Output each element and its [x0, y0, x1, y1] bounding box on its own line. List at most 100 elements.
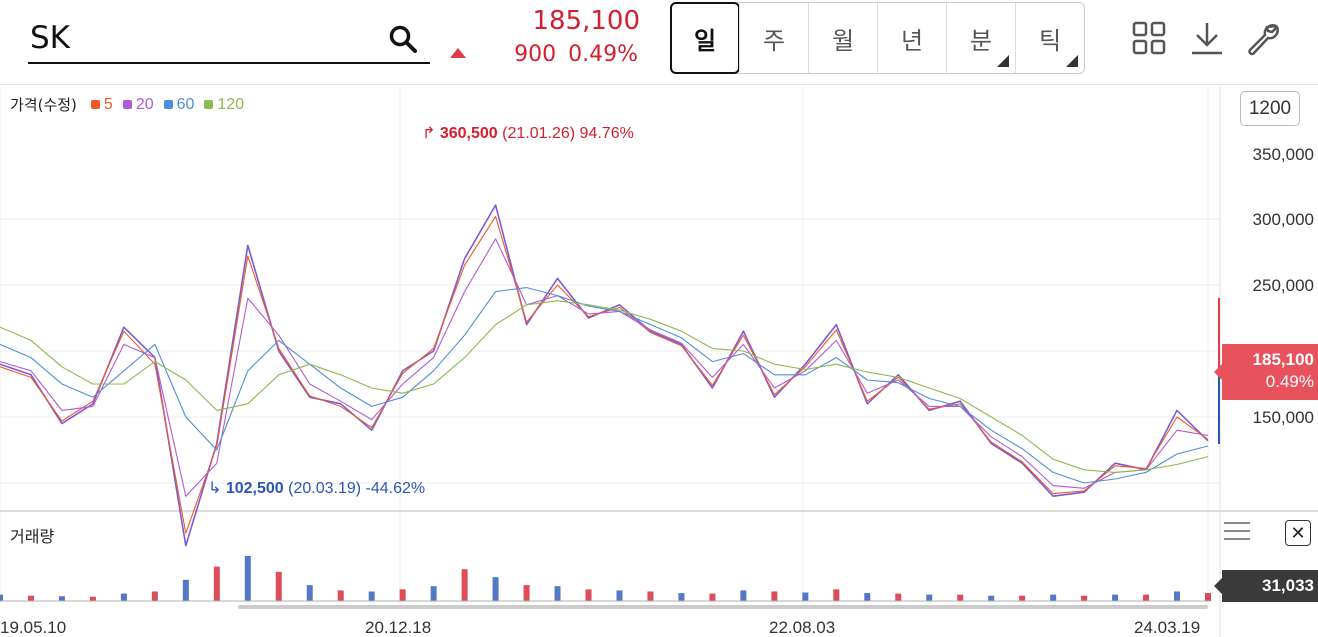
ma-line-120 — [0, 300, 1209, 473]
high-value: 360,500 — [439, 125, 498, 142]
period-tab-label: 분 — [969, 26, 993, 55]
y-tick-label: 350,000 — [1252, 145, 1314, 164]
legend-label: 5 — [103, 95, 113, 113]
period-tab[interactable]: 틱 — [1015, 3, 1084, 73]
low-percent: -44.62% — [365, 480, 426, 497]
x-tick-label: 19.05.10 — [0, 618, 67, 637]
volume-bar — [0, 594, 3, 601]
grid-layout-icon[interactable] — [1131, 20, 1167, 56]
legend-swatch — [163, 100, 173, 109]
volume-label: 거래량 — [10, 527, 55, 546]
volume-bar — [895, 593, 902, 601]
legend-item[interactable]: 120 — [204, 96, 244, 114]
volume-bar — [337, 590, 344, 601]
ma-line-60 — [0, 287, 1209, 484]
price-change: 900 0.49% — [470, 42, 638, 67]
y-tick-label: 150,000 — [1252, 408, 1314, 427]
legend-swatch — [204, 100, 214, 109]
y-tick-label: 300,000 — [1252, 210, 1314, 229]
menu-corner-icon — [997, 55, 1009, 67]
search-box[interactable]: SK — [28, 12, 430, 64]
volume-bar — [1019, 595, 1026, 601]
volume-bar — [957, 594, 964, 601]
x-tick-label: 20.12.18 — [365, 618, 432, 637]
volume-bar — [1050, 594, 1057, 601]
legend-item[interactable]: 5 — [90, 95, 113, 114]
volume-bar — [58, 596, 65, 601]
volume-bar — [802, 592, 809, 601]
volume-bar — [1205, 593, 1211, 601]
current-price: 185,100 — [532, 6, 640, 36]
ma-line-20 — [0, 238, 1209, 497]
volume-bar — [1174, 591, 1181, 601]
volume-bar — [678, 593, 685, 601]
volume-bar — [833, 589, 840, 601]
legend-item[interactable]: 20 — [122, 96, 154, 114]
change-amount: 900 — [514, 42, 557, 67]
ma-line-5 — [0, 215, 1209, 534]
low-date: (20.03.19) — [288, 480, 362, 497]
high-date: (21.01.26) — [502, 125, 576, 142]
volume-bar — [771, 591, 778, 601]
volume-bar — [926, 594, 933, 601]
volume-bar — [988, 595, 995, 601]
tag-price: 185,100 — [1252, 350, 1314, 369]
volume-bar — [275, 571, 282, 601]
high-annotation: ↱ 360,500 (21.01.26) 94.76% — [422, 123, 634, 143]
tag-percent: 0.49% — [1265, 372, 1314, 391]
volume-bar — [585, 589, 592, 601]
volume-current-tag: 31,033 — [1214, 570, 1318, 602]
search-input[interactable]: SK — [30, 20, 71, 56]
period-tab[interactable]: 주 — [739, 3, 808, 73]
zoom-count-button[interactable]: 1200 — [1240, 91, 1300, 126]
period-tab-label: 일 — [693, 26, 717, 55]
x-tick-label: 24.03.19 — [1134, 618, 1201, 637]
legend-label: 120 — [217, 95, 245, 113]
volume-menu-icon[interactable] — [1224, 522, 1250, 544]
download-icon[interactable] — [1189, 20, 1225, 56]
volume-bar — [1112, 594, 1119, 601]
volume-bar — [120, 593, 127, 601]
volume-bar — [554, 586, 561, 601]
high-marker-icon: ↱ — [422, 125, 440, 142]
volume-bar — [399, 589, 406, 601]
y-tick-label: 250,000 — [1252, 276, 1314, 295]
period-tab-label: 년 — [900, 26, 924, 55]
header-divider — [0, 84, 1318, 85]
legend-swatch — [90, 100, 100, 109]
change-percent: 0.49% — [568, 42, 638, 67]
low-value: 102,500 — [225, 480, 284, 497]
volume-bar — [523, 585, 530, 601]
period-tab[interactable]: 분 — [946, 3, 1015, 73]
volume-bar — [306, 585, 313, 601]
period-tab[interactable]: 년 — [877, 3, 946, 73]
price-up-arrow-icon — [450, 48, 466, 58]
menu-corner-icon — [1066, 55, 1078, 67]
period-tab-label: 주 — [762, 26, 786, 55]
wrench-icon[interactable] — [1246, 20, 1282, 56]
high-percent: 94.76% — [579, 125, 634, 142]
chart-legend: 가격(수정) 5 20 60 120 — [10, 94, 254, 115]
volume-bar — [151, 591, 158, 601]
price-line — [0, 204, 1209, 547]
x-tick-label: 22.08.03 — [769, 618, 836, 637]
period-tab-label: 월 — [831, 26, 855, 55]
low-marker-icon: ↳ — [208, 480, 226, 497]
low-annotation: ↳ 102,500 (20.03.19) -44.62% — [208, 478, 425, 498]
volume-bar — [89, 596, 96, 601]
volume-bar — [740, 590, 747, 601]
volume-close-button[interactable]: ✕ — [1285, 520, 1311, 546]
legend-item[interactable]: 60 — [163, 95, 195, 114]
search-icon[interactable] — [388, 24, 418, 54]
volume-bar — [647, 591, 654, 601]
legend-title: 가격(수정) — [10, 96, 77, 114]
chart-scrollbar[interactable] — [238, 605, 1208, 609]
current-price-tag: 185,100 0.49% — [1214, 344, 1318, 400]
legend-swatch — [122, 100, 132, 109]
legend-label: 60 — [176, 95, 195, 113]
period-tab[interactable]: 월 — [808, 3, 877, 73]
volume-bar — [1143, 594, 1150, 601]
